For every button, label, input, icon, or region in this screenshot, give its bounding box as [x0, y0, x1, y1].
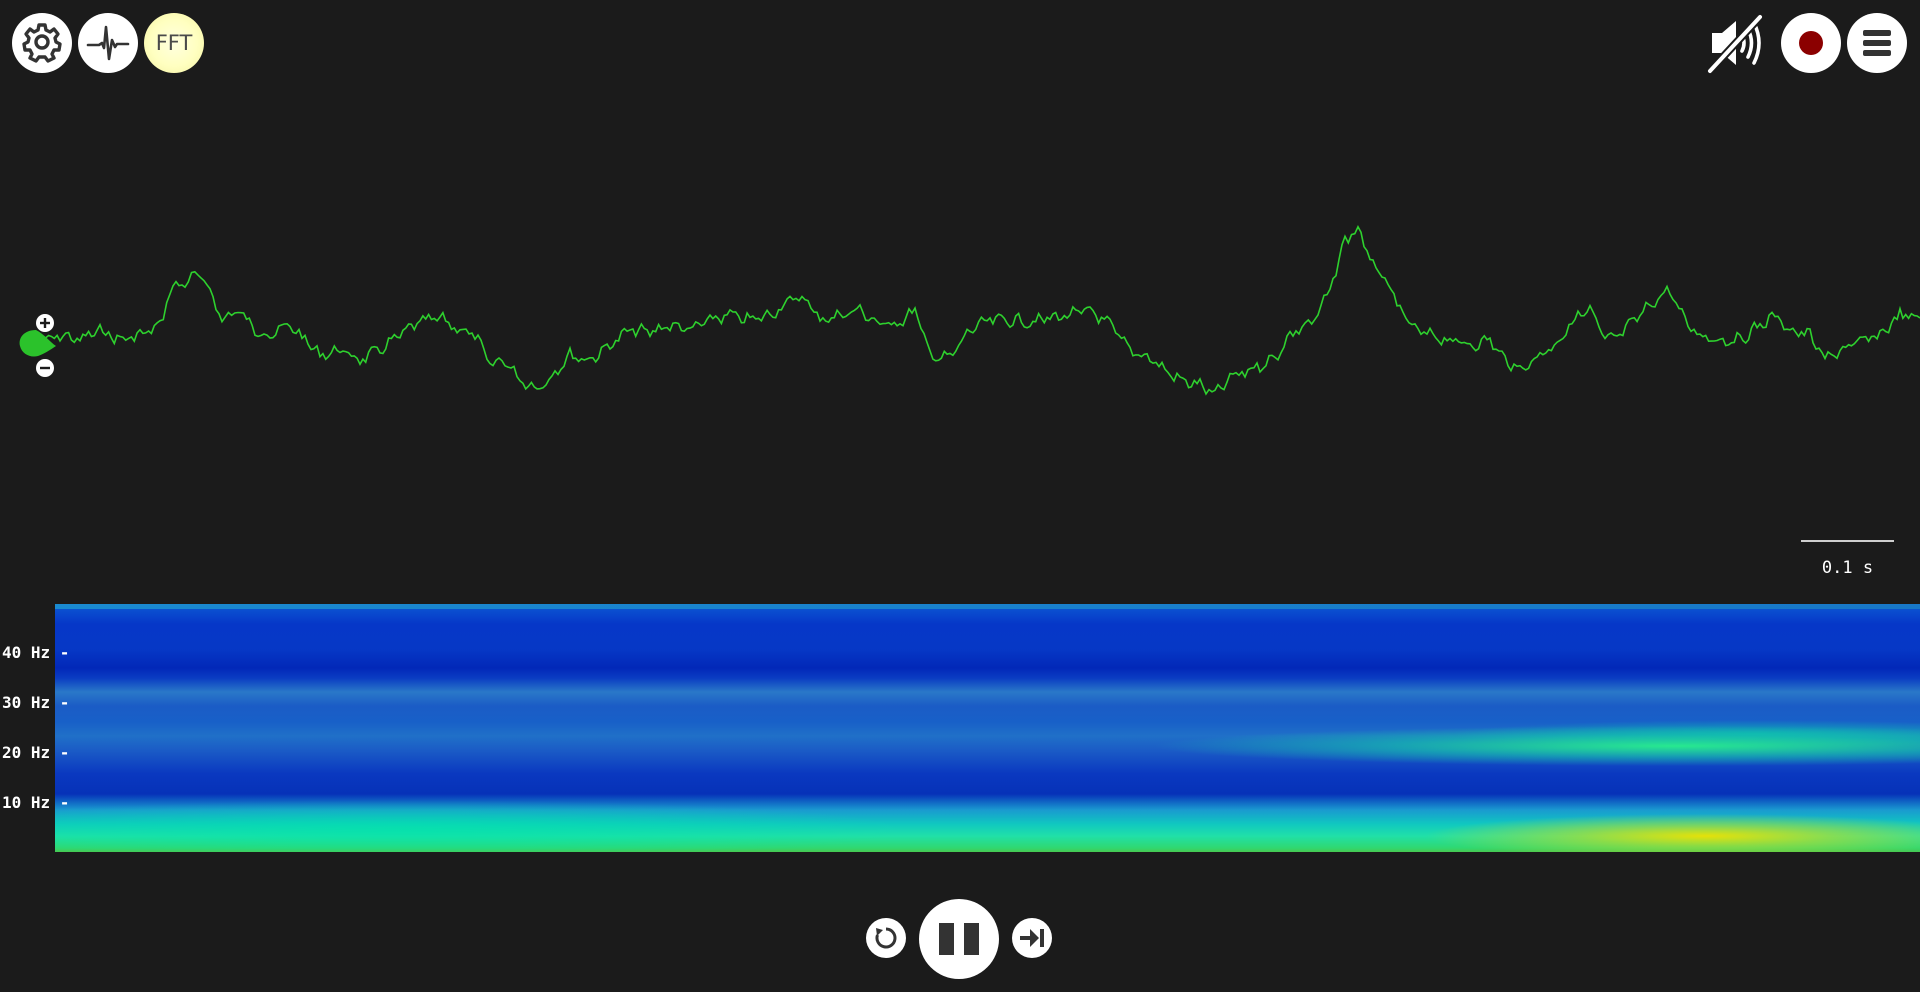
time-scale-label: 0.1 s: [1821, 558, 1874, 578]
gain-decrease-button[interactable]: [35, 358, 55, 378]
skip-to-end-icon: [1020, 929, 1044, 947]
pause-button[interactable]: [919, 899, 999, 979]
rewind-icon: [875, 927, 897, 949]
record-button[interactable]: [1781, 13, 1841, 73]
frequency-label-20: 20 Hz -: [2, 743, 70, 762]
fft-label: FFT: [155, 31, 193, 55]
spectrogram: [55, 604, 1920, 852]
restart-button[interactable]: [866, 918, 906, 958]
gain-handle[interactable]: [16, 310, 56, 370]
signal-view-button[interactable]: [78, 13, 138, 73]
speaker-muted-icon: [1706, 13, 1764, 75]
waveform-trace: [39, 225, 1920, 396]
waveform-line: [39, 225, 1920, 396]
frequency-label-40: 40 Hz -: [2, 643, 70, 662]
plus-icon: [40, 318, 50, 328]
waveform-icon: [86, 25, 130, 61]
spectrogram-top-edge: [55, 604, 1920, 609]
skip-to-end-button[interactable]: [1012, 918, 1052, 958]
gear-icon: [22, 23, 62, 63]
frequency-label-30: 30 Hz -: [2, 693, 70, 712]
hamburger-menu-icon: [1863, 30, 1891, 56]
frequency-label-10: 10 Hz -: [2, 793, 70, 812]
record-icon: [1799, 31, 1823, 55]
gain-increase-button[interactable]: [35, 313, 55, 333]
fft-toggle-button[interactable]: FFT: [144, 13, 204, 73]
time-scale-bar: [1801, 540, 1894, 542]
mute-button[interactable]: [1706, 11, 1766, 75]
settings-button[interactable]: [12, 13, 72, 73]
pause-icon: [939, 923, 979, 955]
menu-button[interactable]: [1847, 13, 1907, 73]
